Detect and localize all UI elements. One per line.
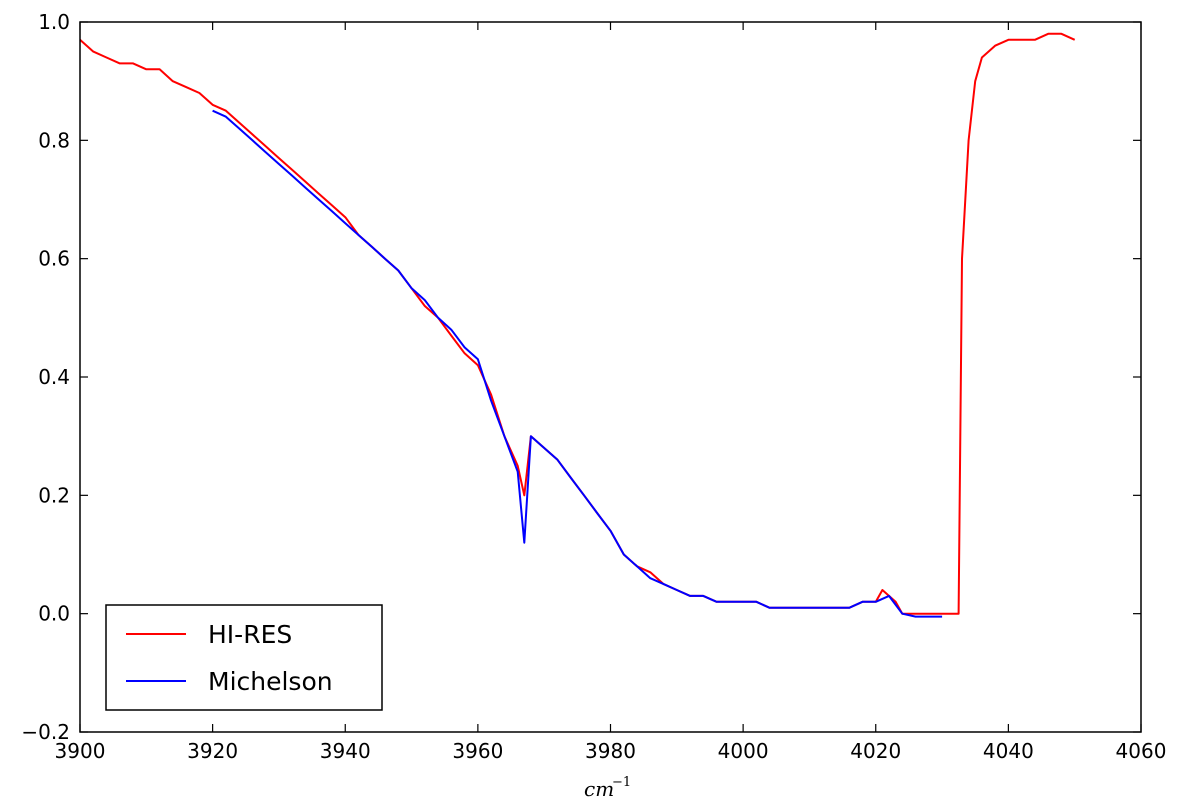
legend: HI-RES Michelson (105, 604, 383, 711)
x-tick-label: 3940 (320, 739, 371, 763)
series-layer (79, 32, 1076, 618)
y-tick-label: 0.6 (38, 247, 70, 271)
x-tick-label: 4040 (983, 739, 1034, 763)
x-axis-label-text: cm (584, 777, 614, 801)
ticks-layer: 3900 3920 3940 3960 3980 4000 4020 4040 4060 −0.2… (21, 10, 1166, 763)
x-tick-label: 4020 (850, 739, 901, 763)
y-tick-label: 0.0 (38, 602, 70, 626)
legend-box (105, 604, 383, 711)
y-tick-label: 0.4 (38, 365, 70, 389)
y-tick-label: 0.8 (38, 128, 70, 152)
x-tick-label: 3920 (187, 739, 238, 763)
x-tick-label: 3980 (585, 739, 636, 763)
x-axis-label-sup: −1 (612, 775, 631, 790)
x-tick-label: 4060 (1116, 739, 1167, 763)
x-tick-label: 3960 (452, 739, 503, 763)
x-tick-label: 3900 (55, 739, 106, 763)
series-line-michelson (212, 109, 943, 618)
y-tick-label: 0.2 (38, 483, 70, 507)
legend-label-michelson: Michelson (208, 667, 333, 696)
x-axis-label: cm −1 (584, 775, 631, 801)
y-tick-label: 1.0 (38, 10, 70, 34)
x-tick-label: 4000 (718, 739, 769, 763)
legend-label-hires: HI-RES (208, 620, 292, 649)
y-tick-label: −0.2 (21, 720, 70, 744)
